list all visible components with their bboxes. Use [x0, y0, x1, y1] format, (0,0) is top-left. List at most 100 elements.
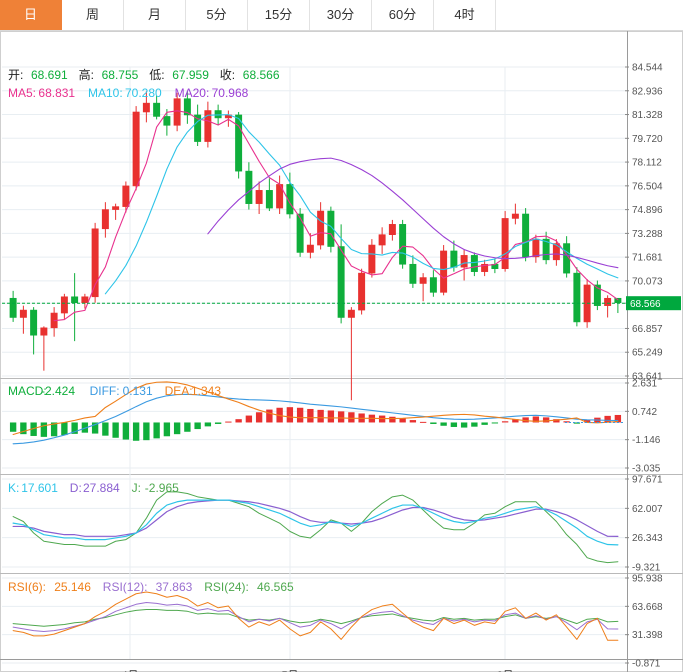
macd-histogram-bar [614, 414, 622, 423]
candle-body [30, 309, 38, 336]
kdj-k-readout: 17.601 [21, 481, 58, 495]
candle-body [470, 255, 478, 272]
close-label: 收: [220, 68, 235, 82]
kdj-axis-tick-label: 26.343 [632, 533, 663, 544]
rsi12-line [12, 602, 619, 632]
candle-body [317, 210, 325, 246]
candle-body [296, 213, 304, 253]
macd-histogram-bar [542, 417, 550, 423]
candle-body [153, 102, 161, 117]
macd-histogram-bar [61, 422, 68, 436]
rsi24-line [12, 609, 619, 627]
macd-histogram-bar [440, 422, 447, 426]
candle-body [81, 296, 89, 303]
moving-average-series [53, 110, 619, 322]
candle-body [194, 114, 202, 142]
macd-histogram-bar [563, 421, 570, 423]
period-tab-bar: 日周月 5分 15分 30分 60分 4时 [0, 0, 683, 31]
ma20-readout: 70.968 [212, 86, 249, 100]
rsi-axis-tick-label: 95.938 [632, 574, 663, 585]
macd-histogram-bar [204, 422, 212, 427]
rsi6-label: RSI(6): [8, 580, 46, 594]
price-axis-tick-label: 79.720 [632, 134, 663, 145]
candle-body [419, 277, 427, 284]
candlestick-series [9, 91, 622, 401]
candle-body [368, 244, 376, 274]
price-axis-tick-label: 65.249 [632, 348, 663, 359]
chart-container[interactable]: 84.544 82.936 81.328 79.720 78.112 76.504 74.8… [0, 31, 683, 672]
macd-histogram-bar [583, 419, 591, 423]
macd-histogram-bar [40, 422, 48, 437]
candle-body [593, 284, 601, 306]
ma-readout-row: MA5: 68.831 MA10: 70.280 MA20: 70.968 [8, 86, 249, 100]
tab-15min[interactable]: 15分 [248, 0, 310, 30]
current-price-badge-label: 68.566 [630, 299, 661, 310]
macd-axis-tick-label: 2.631 [632, 379, 657, 390]
candle-body [460, 255, 468, 268]
tab-day[interactable]: 日 [0, 0, 62, 30]
candle-body [450, 250, 458, 268]
macd-histogram-bar [553, 419, 560, 423]
macd-histogram-bar [327, 410, 335, 423]
ma10-line [104, 114, 619, 295]
chart-border [0, 31, 683, 672]
kdj-axis-tick-label: -9.321 [632, 563, 661, 574]
macd-histogram-bar [184, 422, 191, 432]
price-axis-tick-label: 78.112 [632, 158, 662, 169]
candle-body [101, 209, 109, 230]
macd-histogram-bar [194, 422, 201, 430]
high-label: 高: [79, 67, 94, 82]
rsi-axis-tick-label: 31.398 [632, 630, 663, 641]
chart-canvas[interactable]: 84.544 82.936 81.328 79.720 78.112 76.504 74.8… [0, 31, 683, 672]
candle-body [522, 213, 530, 258]
macd-dea-line [12, 381, 619, 436]
macd-histogram-bar [245, 415, 253, 423]
high-value: 68.755 [102, 68, 139, 82]
candle-body [173, 98, 181, 126]
candle-body [255, 190, 263, 204]
rsi-axis-tick-label: -0.871 [632, 659, 661, 670]
candle-body [399, 224, 407, 265]
kdj-d-readout: 27.884 [83, 481, 120, 495]
candle-body [327, 210, 335, 247]
ma20-label: MA20: [175, 86, 210, 100]
tab-5min[interactable]: 5分 [186, 0, 248, 30]
rsi12-label: RSI(12): [103, 580, 148, 594]
macd-histogram-bar [30, 422, 37, 436]
candle-body [235, 114, 243, 172]
price-axis-tick-label: 73.288 [632, 229, 663, 240]
candle-body [40, 327, 48, 336]
candle-body [337, 246, 345, 318]
macd-histogram-bar [143, 422, 150, 441]
dea-readout: 1.343 [191, 384, 221, 398]
tab-60min[interactable]: 60分 [372, 0, 434, 30]
macd-histogram-bar [225, 421, 232, 423]
candle-body [532, 238, 540, 258]
tab-4hour[interactable]: 4时 [434, 0, 496, 30]
candle-body [378, 234, 386, 246]
kdj-d-label: D: [70, 481, 82, 495]
tab-30min[interactable]: 30分 [310, 0, 372, 30]
macd-histogram-bar [173, 422, 181, 435]
rsi24-readout: 46.565 [257, 580, 294, 594]
macd-histogram-bar [501, 421, 509, 423]
candle-body [604, 297, 612, 306]
rsi6-line [12, 591, 619, 641]
diff-label: DIFF: [90, 384, 120, 398]
candle-body [542, 238, 550, 261]
price-axis-tick-label: 76.504 [632, 181, 663, 192]
kdj-d-line [12, 499, 619, 537]
candle-body [501, 218, 509, 269]
macd-histogram-bar [471, 422, 478, 427]
tab-month[interactable]: 月 [124, 0, 186, 30]
price-axis-tick-label: 71.681 [632, 253, 663, 264]
macd-histogram-bar [71, 422, 78, 434]
candle-body [409, 263, 417, 284]
kdj-readout-row: K: 17.601 D: 27.884 J: -2.965 [8, 481, 179, 495]
macd-histogram-bar [286, 407, 294, 423]
tab-week[interactable]: 周 [62, 0, 124, 30]
macd-histogram-bar [430, 422, 437, 424]
candle-body [132, 111, 140, 187]
macd-label: MACD: [8, 384, 47, 398]
